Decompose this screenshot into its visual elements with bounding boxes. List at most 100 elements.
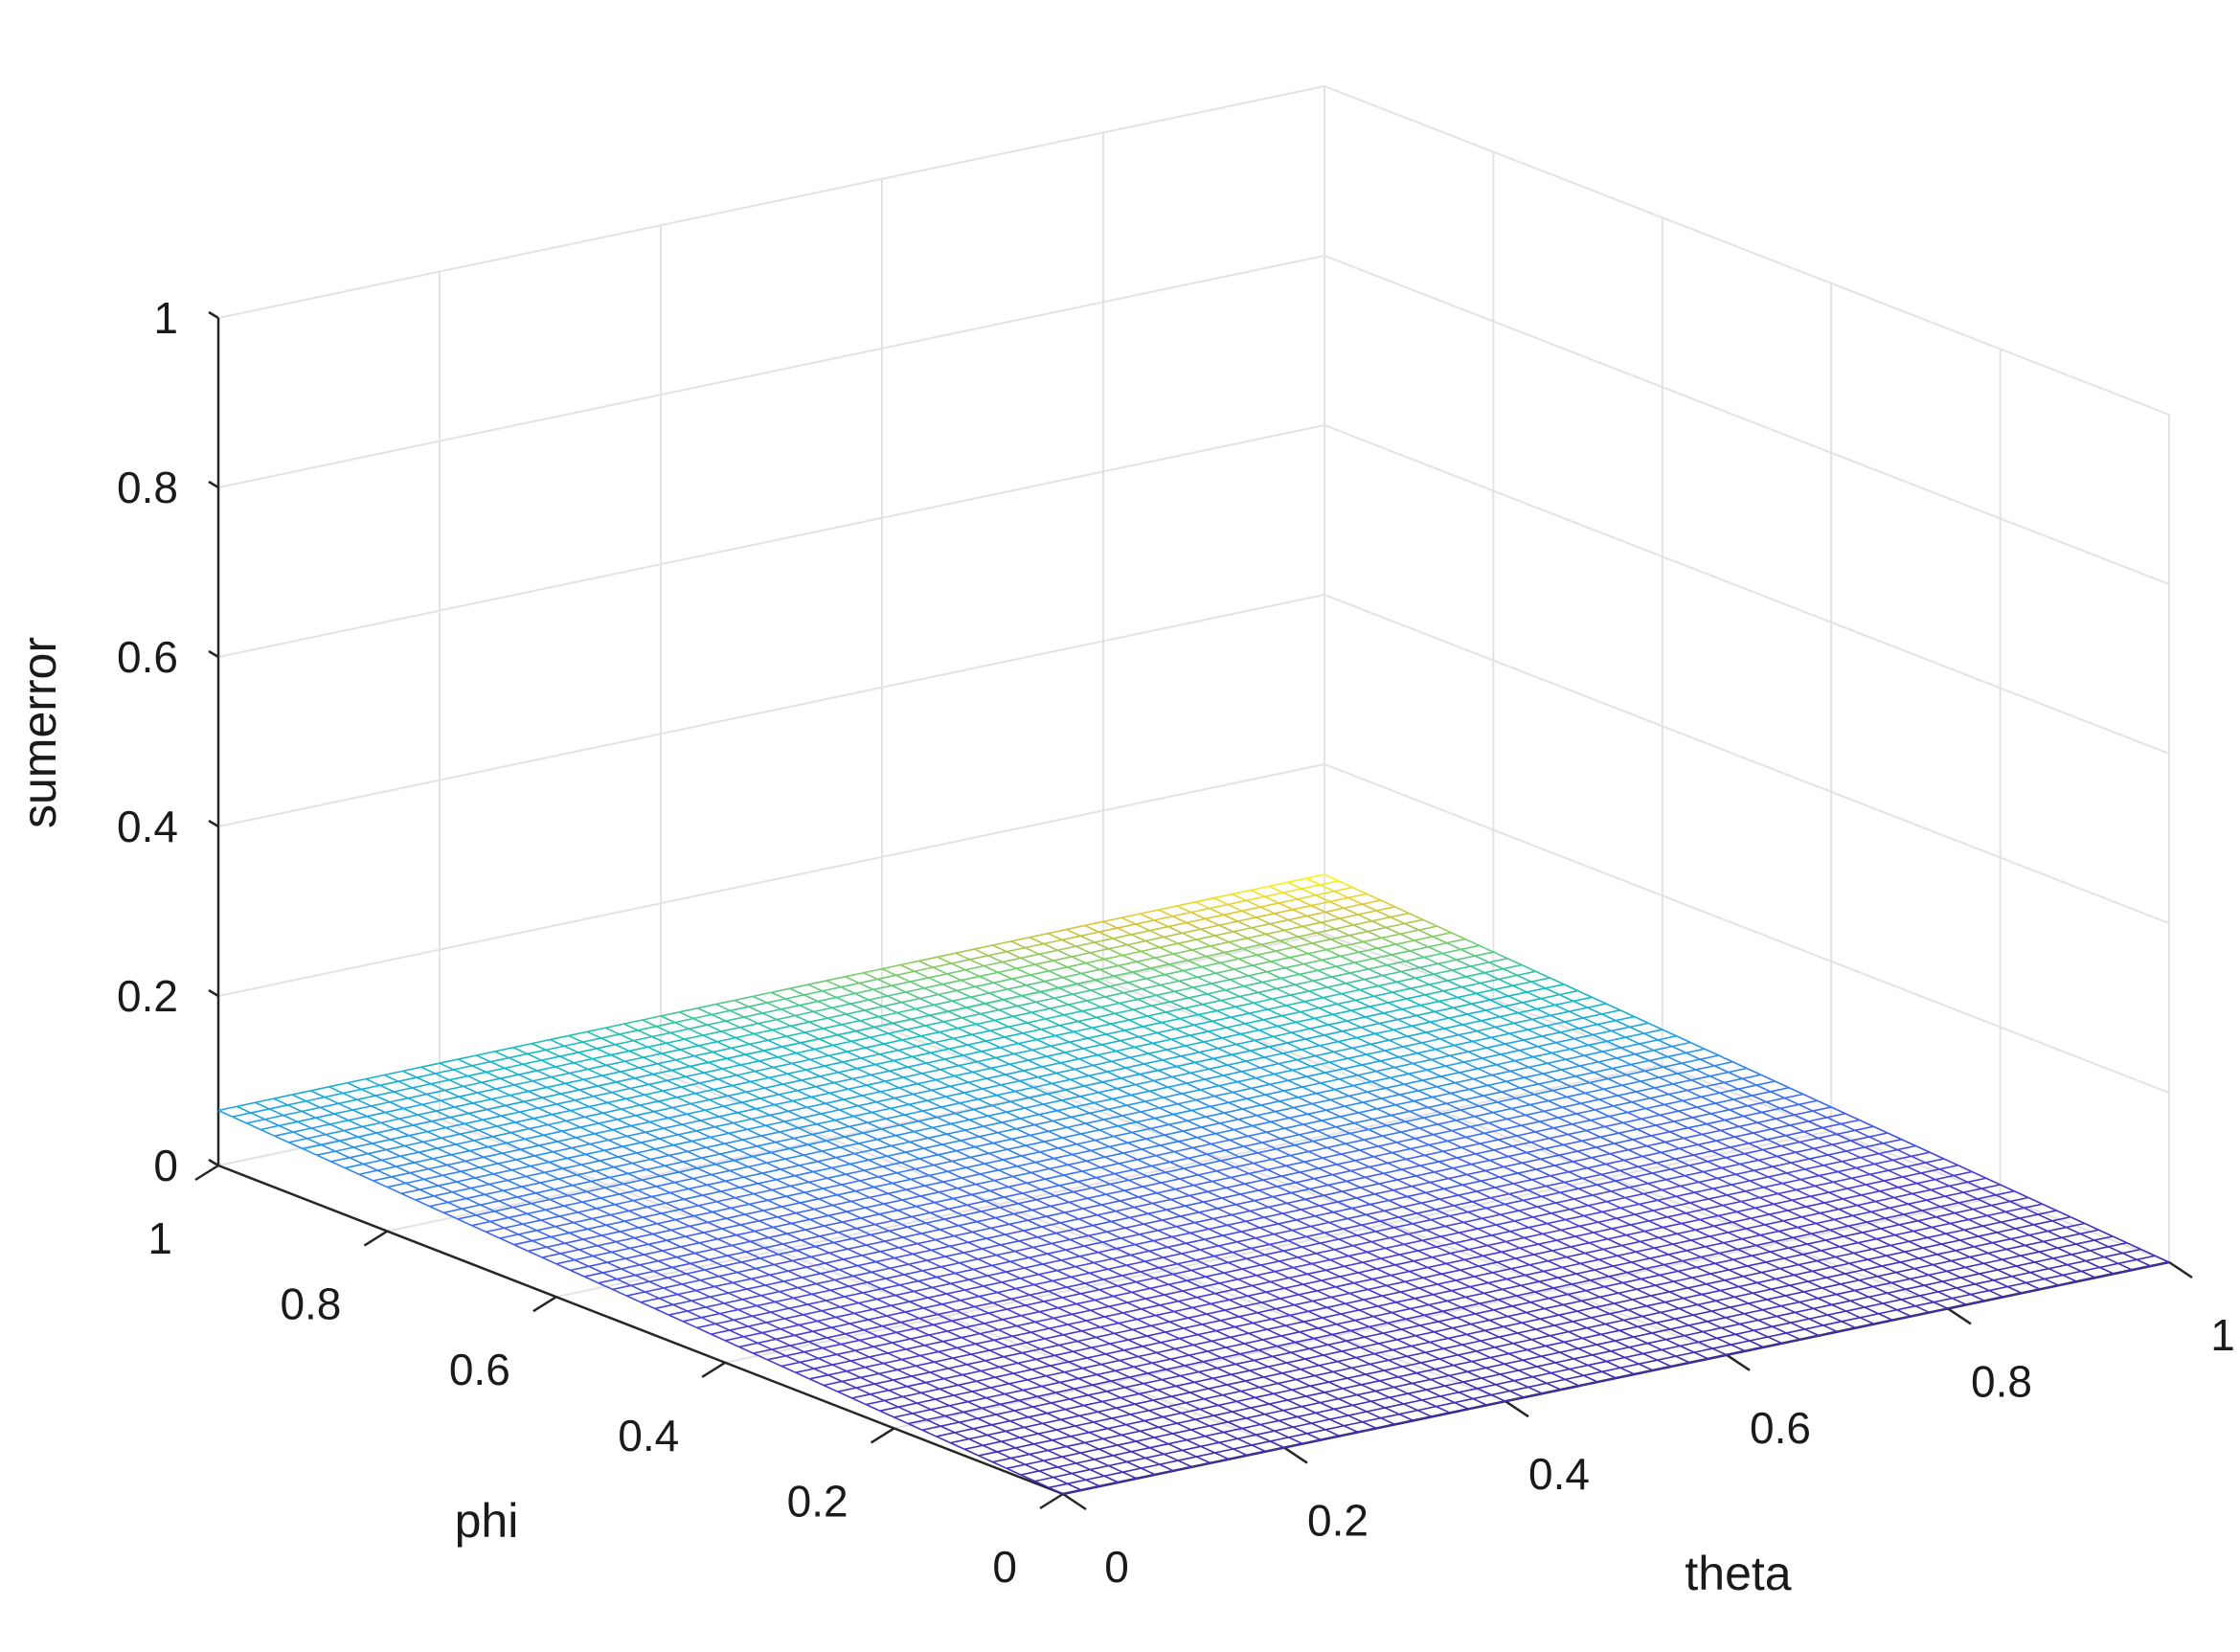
mesh-segment — [1547, 1220, 1565, 1224]
mesh-segment — [755, 1232, 769, 1238]
mesh-segment — [364, 1164, 378, 1170]
mesh-segment — [454, 1070, 468, 1076]
mesh-segment — [897, 1366, 916, 1369]
mesh-segment — [1261, 1261, 1279, 1265]
mesh-segment — [1316, 1052, 1334, 1055]
mesh-segment — [587, 1028, 605, 1031]
mesh-segment — [1298, 1413, 1316, 1416]
mesh-segment — [1492, 1071, 1510, 1075]
mesh-segment — [1298, 1094, 1316, 1098]
mesh-segment — [518, 1231, 536, 1234]
mesh-segment — [747, 1289, 761, 1296]
mesh-segment — [1499, 1333, 1517, 1337]
mesh-segment — [960, 1099, 978, 1103]
mesh-segment — [1014, 1050, 1032, 1053]
mesh-segment — [1702, 1130, 1720, 1134]
mesh-segment — [971, 1350, 989, 1354]
mesh-segment — [1583, 1174, 1601, 1178]
mesh-segment — [1242, 907, 1260, 911]
mesh-segment — [1832, 1141, 1850, 1144]
mesh-segment — [716, 1000, 735, 1004]
mesh-segment — [1673, 1240, 1691, 1244]
mesh-segment — [1930, 1308, 1948, 1312]
mesh-segment — [1118, 924, 1136, 928]
mesh-segment — [1083, 1045, 1101, 1049]
mesh-segment — [910, 1138, 928, 1142]
mesh-segment — [1171, 1392, 1189, 1396]
mesh-segment — [1929, 1271, 1947, 1275]
mesh-segment — [1238, 1276, 1256, 1279]
mesh-segment — [1938, 1288, 1957, 1292]
mesh-segment — [1042, 1387, 1056, 1393]
mesh-segment — [1701, 1093, 1719, 1097]
mesh-segment — [1731, 1341, 1750, 1345]
mesh-segment — [951, 960, 969, 963]
mesh-segment — [729, 1129, 747, 1133]
mesh-segment — [482, 1082, 496, 1089]
mesh-segment — [1131, 1448, 1149, 1452]
mesh-segment — [482, 1078, 500, 1082]
mesh-segment — [1293, 1264, 1311, 1268]
mesh-segment — [1603, 1245, 1621, 1249]
mesh-segment — [1029, 1451, 1048, 1455]
mesh-segment — [1031, 1369, 1046, 1376]
mesh-segment — [654, 1108, 672, 1112]
mesh-segment — [839, 1266, 857, 1270]
mesh-segment — [746, 1248, 764, 1252]
mesh-segment — [592, 1219, 606, 1226]
mesh-segment — [1230, 1136, 1248, 1140]
mesh-segment — [1776, 1115, 1794, 1119]
mesh-segment — [515, 1119, 533, 1122]
mesh-segment — [967, 1365, 982, 1371]
mesh-segment — [1199, 1369, 1217, 1372]
mesh-segment — [480, 1164, 498, 1167]
mesh-segment — [1537, 1005, 1555, 1008]
mesh-segment — [1080, 1253, 1098, 1256]
mesh-segment — [1116, 1370, 1130, 1377]
mesh-segment — [576, 1134, 594, 1138]
mesh-segment — [1989, 1287, 2007, 1291]
mesh-segment — [1005, 1231, 1023, 1234]
mesh-segment — [1365, 976, 1383, 980]
mesh-segment — [1389, 999, 1407, 1003]
mesh-segment — [1154, 1437, 1168, 1444]
mesh-segment — [1346, 980, 1364, 984]
mesh-segment — [1741, 1198, 1759, 1202]
mesh-segment — [680, 1206, 698, 1210]
grid-line-z-side — [1324, 595, 2169, 923]
mesh-segment — [854, 1313, 869, 1320]
mesh-segment — [876, 1258, 894, 1262]
mesh-segment — [1344, 1065, 1362, 1069]
mesh-segment — [758, 1180, 777, 1184]
mesh-segment — [1379, 1180, 1397, 1184]
mesh-segment — [986, 1394, 1005, 1398]
mesh-segment — [1008, 1346, 1023, 1353]
mesh-segment — [1183, 929, 1201, 933]
mesh-segment — [1065, 1209, 1083, 1212]
mesh-segment — [1265, 1251, 1283, 1255]
mesh-segment — [1410, 1107, 1428, 1111]
mesh-segment — [419, 1148, 437, 1152]
mesh-segment — [1834, 1215, 1852, 1219]
mesh-segment — [471, 1185, 489, 1188]
mesh-segment — [487, 1110, 502, 1117]
mesh-segment — [724, 1300, 742, 1303]
mesh-segment — [888, 1349, 906, 1353]
mesh-segment — [1119, 1160, 1137, 1164]
mesh-segment — [1193, 984, 1211, 987]
mesh-segment — [920, 1192, 939, 1196]
mesh-segment — [762, 1329, 781, 1333]
mesh-segment — [763, 1211, 778, 1217]
x-tick-mark — [1063, 1494, 1086, 1509]
mesh-segment — [1188, 1318, 1203, 1324]
mesh-segment — [1548, 1257, 1566, 1261]
mesh-segment — [1250, 1370, 1264, 1377]
mesh-segment — [1756, 1081, 1775, 1085]
mesh-segment — [780, 1292, 794, 1299]
mesh-segment — [1124, 1350, 1139, 1357]
mesh-segment — [1370, 1360, 1389, 1364]
mesh-segment — [1500, 1013, 1518, 1017]
mesh-segment — [1510, 1067, 1528, 1071]
mesh-segment — [1760, 1232, 1778, 1235]
mesh-segment — [688, 1151, 702, 1158]
